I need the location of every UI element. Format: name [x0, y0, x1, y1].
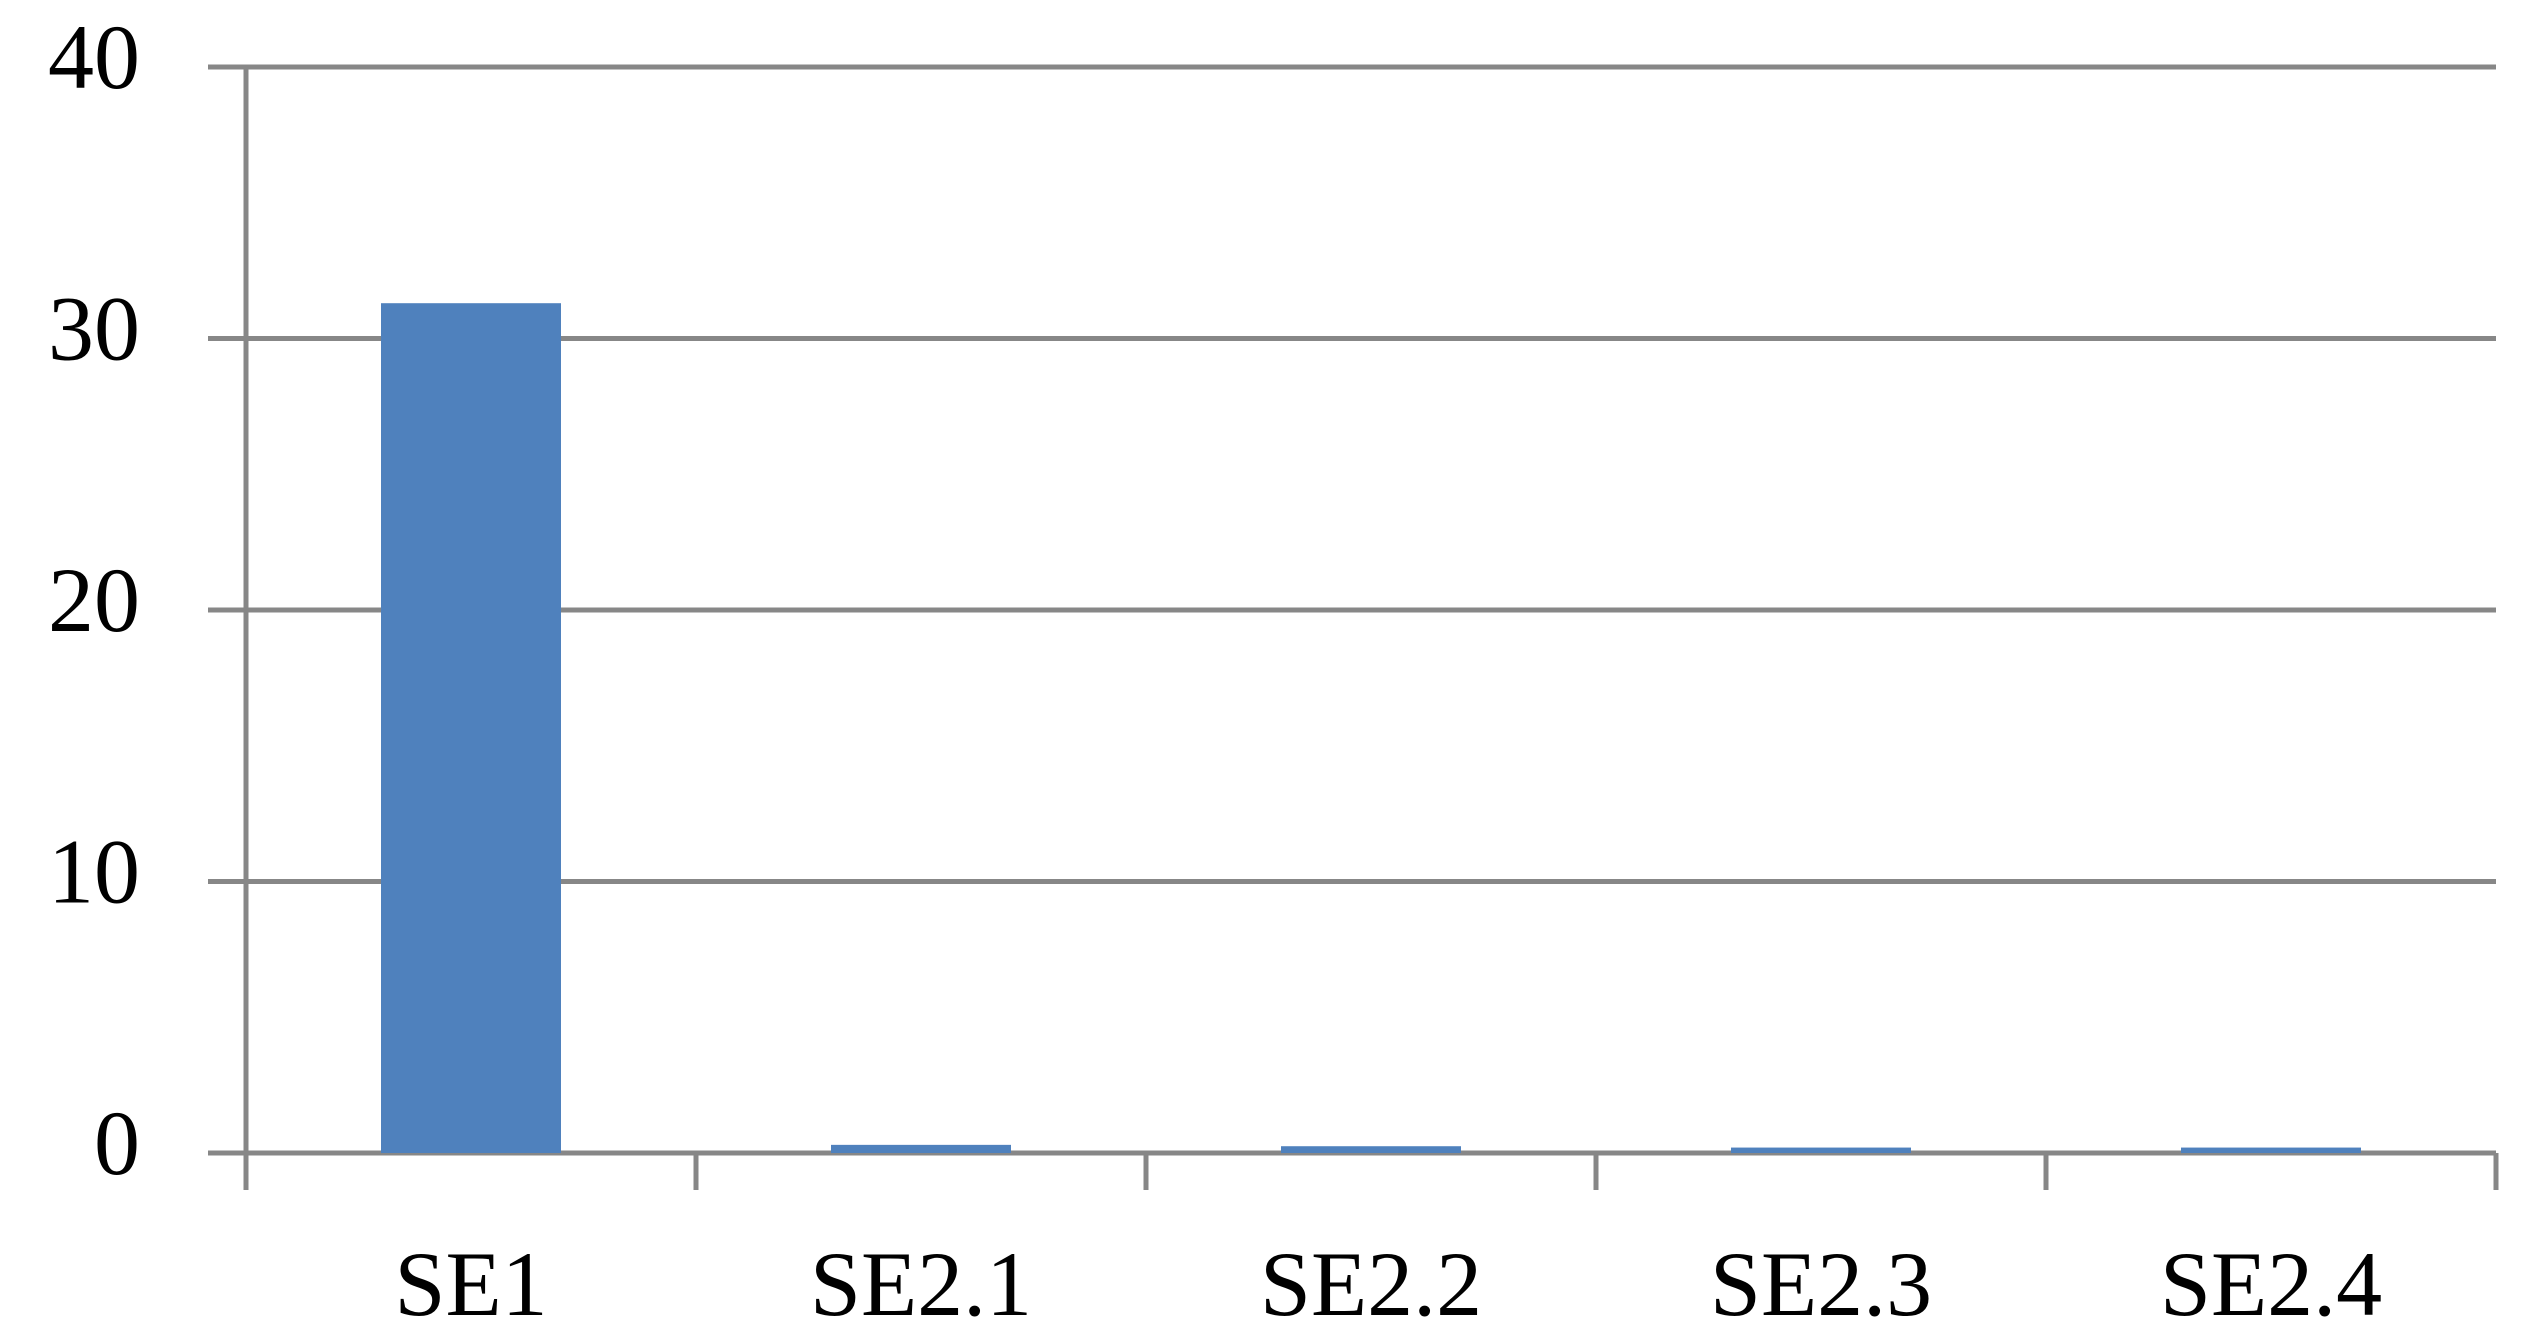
y-tick-label: 0: [94, 1092, 140, 1194]
bar: [831, 1144, 1011, 1153]
bar: [2181, 1147, 2361, 1153]
x-tick-label: SE2.4: [2160, 1233, 2382, 1335]
x-tick-label: SE2.2: [1260, 1233, 1482, 1335]
bar: [1281, 1146, 1461, 1153]
x-tick-label: SE1: [394, 1233, 547, 1335]
x-tick-label: SE2.1: [810, 1233, 1032, 1335]
bar: [1731, 1147, 1911, 1153]
y-tick-label: 20: [48, 549, 140, 651]
y-tick-label: 40: [48, 6, 140, 108]
bar: [381, 303, 561, 1154]
y-tick-label: 10: [48, 821, 140, 923]
y-tick-label: 30: [48, 278, 140, 380]
x-tick-label: SE2.3: [1710, 1233, 1932, 1335]
